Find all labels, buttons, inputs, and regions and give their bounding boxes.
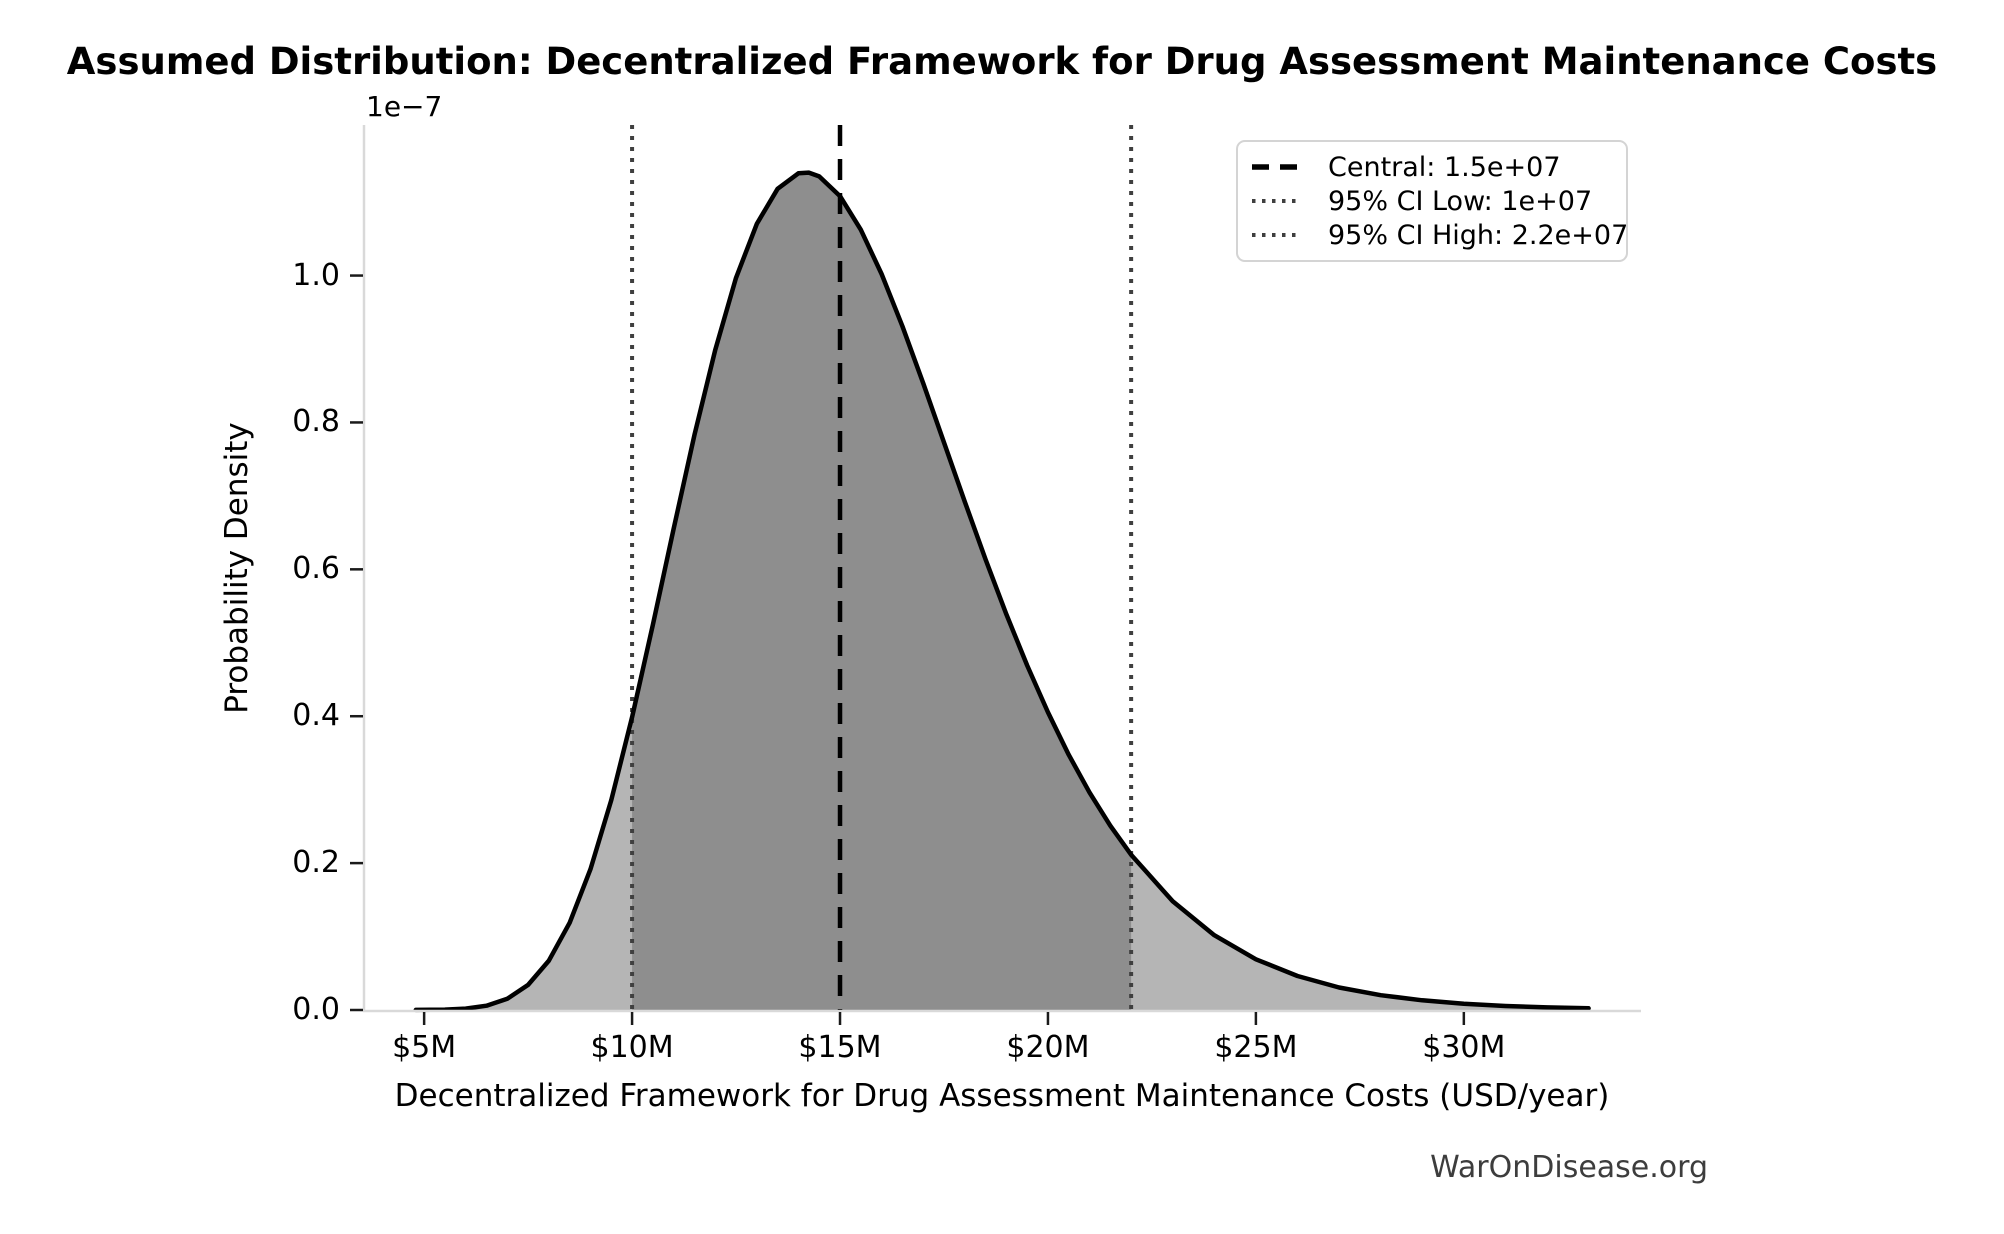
dotted-line-icon [1252, 233, 1302, 237]
x-tick-label: $25M [1214, 1030, 1298, 1065]
legend-item-ci-high: 95% CI High: 2.2e+07 [1252, 220, 1628, 251]
y-axis-label: Probability Density [219, 422, 255, 714]
watermark: WarOnDisease.org [1430, 1150, 1708, 1185]
legend-label-ci-low: 95% CI Low: 1e+07 [1328, 185, 1593, 217]
legend-label-ci-high: 95% CI High: 2.2e+07 [1328, 219, 1629, 251]
legend-label-central: Central: 1.5e+07 [1328, 151, 1561, 183]
y-tick-label: 0.6 [292, 551, 340, 587]
x-tick-label: $10M [590, 1030, 674, 1065]
chart-title: Assumed Distribution: Decentralized Fram… [66, 40, 1938, 83]
legend-item-central: Central: 1.5e+07 [1252, 152, 1612, 183]
x-tick-label: $20M [1006, 1030, 1090, 1065]
distribution-plot [350, 125, 1641, 1025]
y-tick-label: 0.2 [292, 845, 340, 881]
density-fill-ci [632, 172, 1132, 1011]
x-tick-label: $30M [1422, 1030, 1506, 1065]
dotted-line-icon [1252, 199, 1302, 203]
y-tick-label: 0.4 [292, 698, 340, 734]
y-tick-label: 0.8 [292, 404, 340, 440]
x-tick-label: $15M [798, 1030, 882, 1065]
y-tick-label: 0.0 [292, 992, 340, 1027]
dashed-line-icon [1252, 164, 1302, 170]
x-axis-label: Decentralized Framework for Drug Assessm… [394, 1078, 1610, 1114]
legend-item-ci-low: 95% CI Low: 1e+07 [1252, 186, 1612, 217]
legend: Central: 1.5e+07 95% CI Low: 1e+07 95% C… [1236, 140, 1628, 262]
density-curve [413, 170, 1591, 1013]
y-tick-label: 1.0 [292, 257, 340, 293]
y-axis-offset-label: 1e−7 [366, 90, 443, 123]
x-tick-label: $5M [392, 1030, 457, 1065]
